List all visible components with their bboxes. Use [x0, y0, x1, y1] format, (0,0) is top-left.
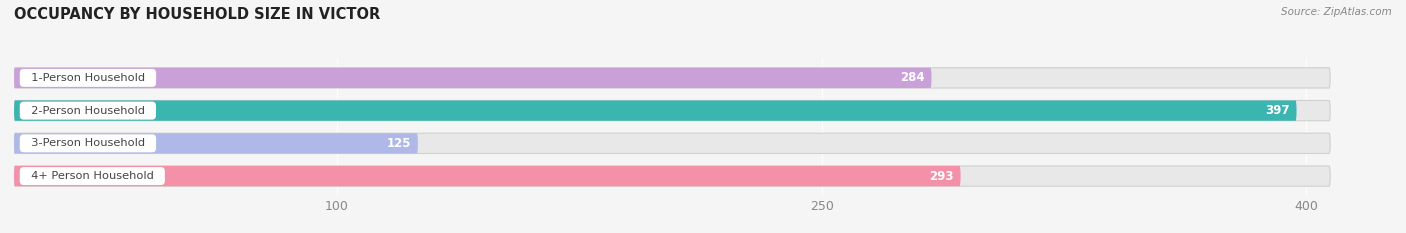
FancyBboxPatch shape — [14, 166, 960, 186]
FancyBboxPatch shape — [14, 133, 418, 154]
Text: 3-Person Household: 3-Person Household — [24, 138, 152, 148]
Text: 284: 284 — [900, 71, 925, 84]
Text: 1-Person Household: 1-Person Household — [24, 73, 152, 83]
Text: 293: 293 — [929, 170, 955, 183]
Text: 4+ Person Household: 4+ Person Household — [24, 171, 160, 181]
FancyBboxPatch shape — [14, 68, 932, 88]
Text: Source: ZipAtlas.com: Source: ZipAtlas.com — [1281, 7, 1392, 17]
FancyBboxPatch shape — [14, 100, 1296, 121]
Text: 2-Person Household: 2-Person Household — [24, 106, 152, 116]
Text: OCCUPANCY BY HOUSEHOLD SIZE IN VICTOR: OCCUPANCY BY HOUSEHOLD SIZE IN VICTOR — [14, 7, 380, 22]
FancyBboxPatch shape — [14, 133, 1330, 154]
FancyBboxPatch shape — [14, 68, 1330, 88]
FancyBboxPatch shape — [14, 100, 1330, 121]
FancyBboxPatch shape — [14, 166, 1330, 186]
Text: 125: 125 — [387, 137, 412, 150]
Text: 397: 397 — [1265, 104, 1291, 117]
